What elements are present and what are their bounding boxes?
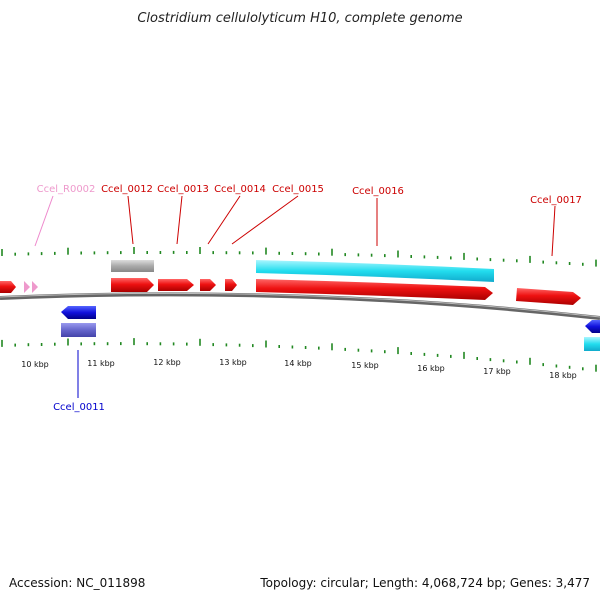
gene-feature[interactable] [0, 281, 16, 293]
gene-feature[interactable] [158, 279, 194, 291]
gene-label-ccel-0013[interactable]: Ccel_0013 [157, 184, 209, 195]
scale-label: 17 kbp [483, 367, 511, 376]
genome-backbone [0, 292, 600, 320]
scale-labels: 10 kbp 11 kbp 12 kbp 13 kbp 14 kbp 15 kb… [21, 358, 577, 380]
rna-feature[interactable] [24, 281, 30, 293]
scale-label: 14 kbp [284, 359, 312, 368]
gene-feature[interactable] [585, 320, 600, 333]
gene-feature[interactable] [516, 288, 581, 305]
reverse-features [61, 306, 600, 351]
gene-labels: Ccel_R0002 Ccel_0012 Ccel_0013 Ccel_0014… [37, 184, 582, 413]
scale-label: 16 kbp [417, 364, 445, 373]
gene-label-ccel-r0002[interactable]: Ccel_R0002 [37, 184, 96, 195]
scale-label: 11 kbp [87, 359, 115, 368]
gene-feature[interactable] [225, 279, 237, 291]
reverse-feature[interactable] [61, 323, 96, 337]
cyan-feature[interactable] [256, 260, 494, 282]
genome-summary-text: Topology: circular; Length: 4,068,724 bp… [260, 576, 590, 590]
gene-feature[interactable] [61, 306, 96, 319]
gene-label-ccel-0017[interactable]: Ccel_0017 [530, 195, 582, 206]
inner-tick-row [1, 338, 597, 372]
accession-text: Accession: NC_011898 [9, 576, 146, 590]
gene-label-ccel-0011[interactable]: Ccel_0011 [53, 402, 105, 413]
scale-label: 12 kbp [153, 358, 181, 367]
label-leaders [34, 195, 556, 398]
cyan-feature[interactable] [584, 337, 600, 351]
forward-features [0, 260, 581, 305]
pseudo-feature[interactable] [111, 260, 154, 272]
gene-label-ccel-0014[interactable]: Ccel_0014 [214, 184, 266, 195]
outer-tick-row [1, 247, 597, 267]
gene-feature[interactable] [256, 279, 493, 300]
rna-feature[interactable] [32, 281, 38, 293]
gene-feature[interactable] [200, 279, 216, 291]
scale-label: 15 kbp [351, 361, 379, 370]
gene-label-ccel-0012[interactable]: Ccel_0012 [101, 184, 153, 195]
gene-feature[interactable] [111, 278, 154, 292]
scale-label: 13 kbp [219, 358, 247, 367]
map-title: Clostridium cellulolyticum H10, complete… [137, 11, 462, 26]
gene-label-ccel-0015[interactable]: Ccel_0015 [272, 184, 324, 195]
scale-label: 10 kbp [21, 360, 49, 369]
genome-backbone-highlight [0, 292, 600, 318]
scale-label: 18 kbp [549, 371, 577, 380]
gene-label-ccel-0016[interactable]: Ccel_0016 [352, 186, 404, 197]
